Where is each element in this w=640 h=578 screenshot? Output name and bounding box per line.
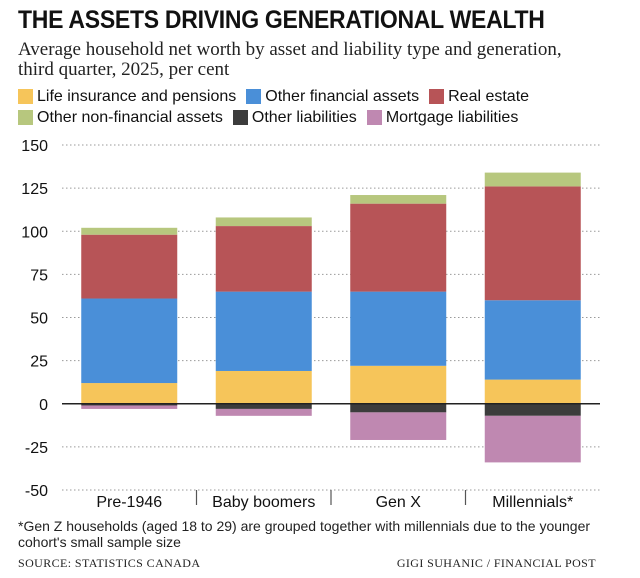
- bar-segment: [484, 415, 581, 463]
- y-tick-label: 25: [30, 354, 48, 371]
- legend: Life insurance and pensions Other financ…: [18, 86, 618, 128]
- bar-segment: [215, 291, 312, 371]
- legend-swatch-life-insurance: [18, 89, 33, 104]
- bar-segment: [484, 172, 581, 187]
- legend-label-other-liabilities: Other liabilities: [251, 109, 357, 126]
- y-tick-label: 0: [39, 397, 48, 414]
- bar-segment: [350, 195, 447, 204]
- y-tick-label: -50: [25, 483, 48, 500]
- legend-label-other-non-financial: Other non-financial assets: [37, 109, 223, 126]
- legend-item-life-insurance: Life insurance and pensions: [18, 86, 236, 107]
- legend-item-other-liabilities: Other liabilities: [232, 107, 357, 128]
- bar-segment: [81, 383, 178, 404]
- legend-label-other-financial: Other financial assets: [265, 88, 420, 105]
- bar-segment: [350, 291, 447, 366]
- chart-subtitle: Average household net worth by asset and…: [18, 39, 562, 80]
- bar-segment: [215, 403, 312, 409]
- x-category-label: Gen X: [376, 494, 422, 511]
- legend-swatch-real-estate: [429, 89, 445, 104]
- bar-segment: [350, 412, 447, 440]
- bar-segment: [81, 227, 178, 235]
- x-category-label: Baby boomers: [212, 494, 315, 511]
- legend-label-life-insurance: Life insurance and pensions: [37, 88, 237, 105]
- legend-swatch-other-liabilities: [232, 110, 248, 125]
- bar-segment: [484, 186, 581, 301]
- legend-label-mortgage-liabilities: Mortgage liabilities: [385, 109, 519, 126]
- x-category-label: Millennials*: [492, 494, 573, 511]
- y-tick-label: 125: [21, 181, 48, 198]
- bar-segment: [215, 370, 312, 404]
- x-category-label: Pre-1946: [96, 494, 162, 511]
- y-tick-label: 50: [30, 311, 48, 328]
- y-tick-label: 75: [30, 267, 48, 284]
- bar-segment: [484, 403, 581, 416]
- y-tick-label: 100: [21, 224, 48, 241]
- y-tick-label: -25: [25, 440, 48, 457]
- legend-swatch-other-financial: [246, 89, 262, 104]
- bar-segment: [81, 298, 178, 384]
- bar-segment: [215, 226, 312, 292]
- legend-item-real-estate: Real estate: [429, 86, 529, 107]
- bar-segment: [484, 379, 581, 404]
- legend-swatch-other-non-financial: [18, 110, 33, 125]
- legend-item-mortgage-liabilities: Mortgage liabilities: [366, 107, 519, 128]
- legend-swatch-mortgage-liabilities: [366, 110, 382, 125]
- bar-segment: [350, 203, 447, 292]
- bar-segment: [350, 403, 447, 413]
- bar-segment: [81, 405, 178, 409]
- bar-segment: [484, 300, 581, 380]
- bar-segment: [350, 365, 447, 404]
- chart-title: THE ASSETS DRIVING GENERATIONAL WEALTH: [18, 6, 545, 34]
- bar-segment: [81, 234, 178, 299]
- source-line: SOURCE: STATISTICS CANADA: [18, 556, 201, 570]
- legend-item-other-non-financial: Other non-financial assets: [18, 107, 223, 128]
- y-tick-label: 150: [21, 138, 48, 155]
- legend-label-real-estate: Real estate: [448, 88, 530, 105]
- footnote: *Gen Z households (aged 18 to 29) are gr…: [18, 518, 591, 550]
- bar-segment: [215, 217, 312, 227]
- bar-segment: [81, 403, 178, 406]
- credit-line: GIGI SUHANIC / FINANCIAL POST: [396, 556, 596, 570]
- stacked-bar-chart: 150 125 100 75 50 25 0 -25 -50 Pre-1946 Baby boome…: [21, 138, 600, 511]
- bar-segment: [215, 408, 312, 416]
- legend-item-other-financial: Other financial assets: [246, 86, 419, 107]
